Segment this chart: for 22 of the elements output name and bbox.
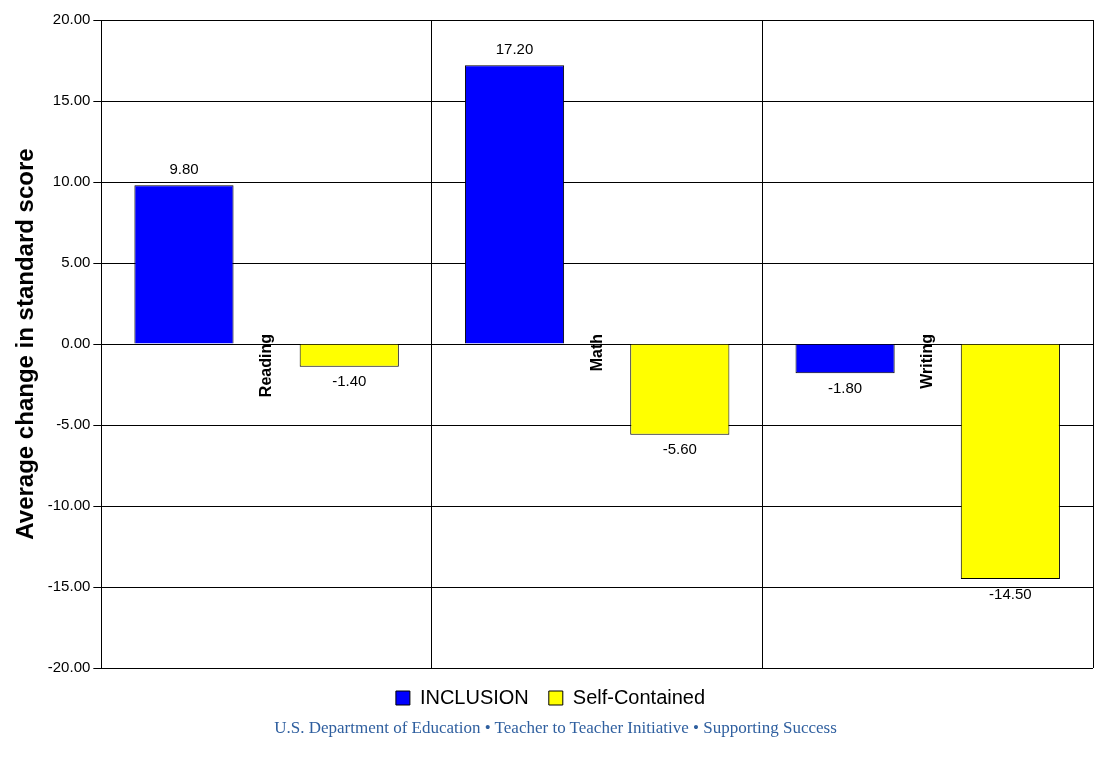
y-axis-title: Average change in standard score	[11, 148, 39, 540]
y-tick-label: 20.00	[52, 10, 91, 28]
data-label: -14.50	[989, 584, 1032, 602]
y-tick-label: -20.00	[47, 658, 91, 676]
y-tick-label: -5.00	[56, 415, 91, 433]
data-label: 17.20	[495, 40, 534, 57]
legend-label: Self-Contained	[572, 685, 706, 708]
x-tick-label: Math	[587, 334, 605, 372]
y-tick-label: 15.00	[52, 91, 91, 109]
data-label: -5.60	[662, 440, 697, 458]
y-tick-label: 10.00	[52, 172, 91, 190]
data-label: -1.80	[827, 378, 863, 396]
y-tick-label: -15.00	[47, 577, 91, 595]
data-label: -1.40	[332, 372, 367, 390]
legend-label: INCLUSION	[419, 685, 529, 708]
y-tick-label: -10.00	[47, 496, 91, 514]
text: U.S. Department of Education • Teacher to Teacher Initiative • Supporting Success	[273, 718, 838, 738]
data-label: 9.80	[169, 159, 199, 177]
x-tick-label: Reading	[257, 334, 275, 398]
y-tick-label: 5.00	[61, 253, 91, 271]
y-tick-label: 0.00	[61, 334, 91, 352]
x-tick-label: Writing	[918, 334, 936, 389]
